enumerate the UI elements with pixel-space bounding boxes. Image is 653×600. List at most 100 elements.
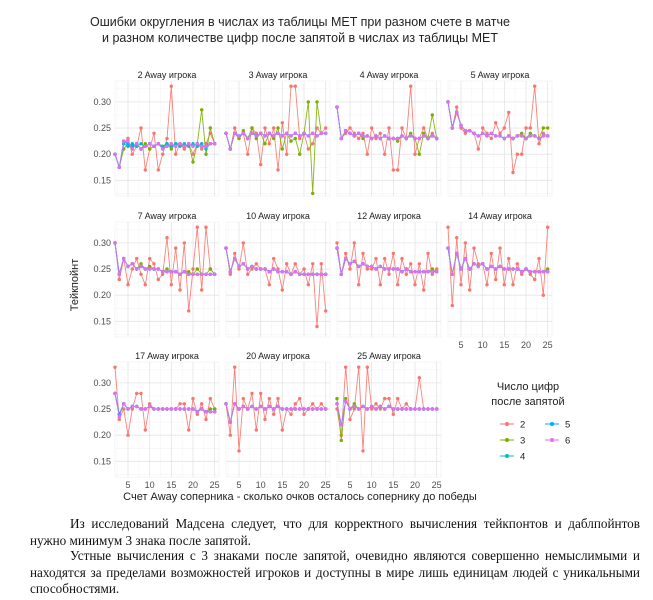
- data-point: [276, 168, 280, 172]
- data-point: [285, 407, 289, 411]
- data-point: [515, 134, 519, 138]
- data-point: [250, 404, 254, 409]
- data-point: [528, 126, 532, 130]
- data-point: [117, 272, 122, 276]
- data-point: [263, 417, 267, 422]
- data-point: [174, 152, 178, 156]
- data-point: [417, 270, 421, 274]
- data-point: [280, 147, 284, 151]
- data-point: [370, 407, 374, 411]
- data-point: [306, 407, 310, 411]
- data-point: [161, 152, 165, 156]
- data-point: [246, 152, 250, 156]
- data-point: [335, 241, 339, 245]
- data-point: [311, 142, 315, 146]
- data-point: [435, 407, 439, 411]
- data-point: [246, 267, 250, 271]
- data-point: [409, 270, 413, 274]
- data-point: [195, 142, 199, 146]
- data-point: [276, 270, 280, 274]
- data-point: [135, 256, 139, 261]
- data-point: [494, 277, 498, 282]
- data-point: [533, 84, 537, 88]
- data-point: [280, 270, 284, 274]
- data-point: [511, 283, 515, 287]
- data-point: [361, 262, 365, 266]
- data-point: [298, 407, 302, 411]
- series-line: [336, 367, 437, 451]
- data-point: [272, 412, 276, 416]
- data-point: [524, 126, 528, 130]
- data-point: [237, 267, 241, 271]
- data-point: [293, 131, 297, 135]
- data-point: [178, 272, 182, 276]
- data-point: [259, 162, 263, 167]
- data-point: [250, 264, 254, 269]
- data-point: [311, 402, 315, 406]
- faceted-line-chart: Ошибки округления в числах из таблицы ME…: [69, 15, 570, 503]
- data-point: [357, 283, 361, 287]
- legend-label: 6: [565, 436, 570, 447]
- facet-label: 14 Away игрока: [468, 211, 532, 221]
- data-point: [459, 267, 463, 271]
- data-point: [169, 407, 173, 411]
- data-point: [455, 105, 459, 109]
- facet-label: 5 Away игрока: [471, 70, 530, 80]
- data-point: [344, 365, 348, 369]
- facet-strip: [448, 209, 552, 222]
- data-point: [195, 412, 199, 416]
- data-point: [409, 84, 413, 88]
- facet-label: 7 Away игрока: [138, 211, 197, 221]
- data-point: [117, 417, 122, 422]
- data-point: [165, 267, 169, 271]
- series-line: [225, 242, 327, 327]
- data-point: [537, 136, 541, 141]
- data-point: [311, 407, 315, 411]
- data-point: [365, 365, 369, 369]
- data-point: [113, 241, 117, 245]
- data-point: [174, 246, 178, 250]
- data-point: [489, 264, 493, 269]
- panel-background: [336, 221, 442, 338]
- data-point: [200, 288, 204, 292]
- data-point: [502, 267, 506, 271]
- data-point: [459, 283, 463, 287]
- data-point: [293, 402, 297, 406]
- y-tick-label: 0.15: [93, 316, 111, 326]
- data-point: [143, 168, 147, 172]
- data-point: [161, 270, 165, 274]
- data-point: [511, 170, 515, 175]
- y-tick-label: 0.25: [93, 123, 111, 133]
- chart-title-line: Ошибки округления в числах из таблицы ME…: [90, 15, 510, 29]
- facet-strip: [115, 68, 219, 81]
- data-point: [228, 433, 232, 437]
- x-tick-label: 20: [521, 340, 531, 350]
- y-tick-label: 0.15: [93, 456, 111, 466]
- data-point: [344, 251, 348, 256]
- data-point: [319, 402, 323, 406]
- series-line: [336, 242, 438, 291]
- data-point: [178, 144, 182, 148]
- data-point: [324, 126, 328, 130]
- data-point: [233, 126, 237, 130]
- data-point: [200, 407, 204, 411]
- data-point: [348, 131, 352, 135]
- data-point: [417, 407, 421, 411]
- data-point: [546, 267, 550, 271]
- data-point: [233, 402, 237, 406]
- panel-background: [114, 361, 220, 478]
- data-point: [357, 407, 361, 411]
- data-point: [126, 407, 130, 411]
- data-point: [400, 126, 404, 130]
- panel-background: [447, 221, 553, 338]
- data-point: [182, 142, 186, 146]
- data-point: [463, 129, 467, 133]
- data-point: [191, 396, 195, 401]
- data-point: [498, 246, 502, 250]
- data-point: [152, 267, 156, 271]
- data-point: [417, 376, 421, 380]
- data-point: [285, 152, 289, 156]
- facet-label: 2 Away игрока: [138, 70, 197, 80]
- data-point: [324, 407, 328, 411]
- data-point: [541, 134, 545, 138]
